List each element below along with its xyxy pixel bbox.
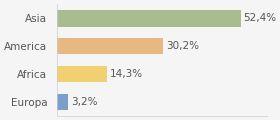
Text: 30,2%: 30,2% [166, 41, 199, 51]
Text: 52,4%: 52,4% [244, 13, 277, 23]
Bar [57, 38, 163, 54]
Bar [57, 93, 68, 110]
Text: 14,3%: 14,3% [110, 69, 143, 79]
Bar [57, 10, 241, 27]
Bar [57, 66, 107, 82]
Text: 3,2%: 3,2% [71, 97, 97, 107]
